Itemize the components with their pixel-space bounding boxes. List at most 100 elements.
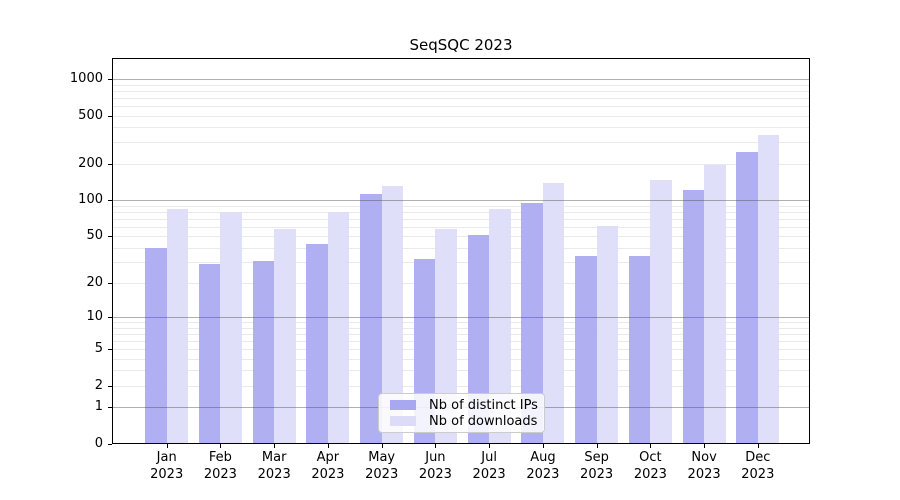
x-tick-mark <box>704 444 706 448</box>
x-tick-mark <box>274 444 276 448</box>
plot-area <box>112 58 810 444</box>
legend-swatch-downloads-icon <box>390 416 416 426</box>
bar-distinct-ips <box>467 235 490 444</box>
y-axis-tick-label: 1000 <box>69 70 103 86</box>
bar-downloads <box>489 208 511 444</box>
minor-gridline <box>112 333 810 335</box>
x-tick-mark <box>757 444 759 448</box>
y-tick-mark <box>108 317 112 318</box>
x-axis-tick-label: Apr 2023 <box>311 450 345 482</box>
minor-gridline <box>112 105 810 107</box>
y-axis-tick-label: 200 <box>78 155 103 171</box>
x-tick-mark <box>489 444 491 448</box>
x-axis-tick-label: Aug 2023 <box>526 450 560 482</box>
bar-distinct-ips <box>145 247 167 444</box>
y-axis-tick-label: 0 <box>94 435 103 451</box>
bar-downloads <box>757 135 780 444</box>
legend-label: Nb of downloads <box>429 413 538 429</box>
x-axis-tick-label: Dec 2023 <box>741 450 775 482</box>
y-tick-mark <box>108 200 112 201</box>
chart-title: SeqSQC 2023 <box>409 36 513 54</box>
minor-gridline <box>112 358 810 360</box>
bar-downloads <box>435 229 457 444</box>
minor-gridline <box>112 115 810 117</box>
x-axis-tick-label: Jul 2023 <box>472 450 506 482</box>
y-tick-mark <box>108 78 112 80</box>
y-axis-tick-label: 5 <box>94 341 103 356</box>
x-tick-mark <box>542 444 544 448</box>
minor-gridline <box>112 322 810 323</box>
bar-distinct-ips <box>736 151 758 444</box>
bar-downloads <box>166 208 189 444</box>
minor-gridline <box>112 236 810 237</box>
major-gridline <box>112 317 810 318</box>
y-axis-tick-label: 2 <box>94 377 103 393</box>
minor-gridline <box>112 327 810 329</box>
y-tick-mark <box>108 349 112 350</box>
y-tick-mark <box>108 236 112 237</box>
bar-downloads <box>381 185 404 444</box>
x-axis-tick-label: Feb 2023 <box>203 450 237 482</box>
x-axis-tick-label: Jun 2023 <box>418 450 452 482</box>
y-tick-mark <box>108 406 112 408</box>
minor-gridline <box>112 349 810 350</box>
y-tick-mark <box>108 443 112 445</box>
bar-distinct-ips <box>198 264 221 444</box>
bar-distinct-ips <box>252 260 275 444</box>
bar-downloads <box>220 211 242 444</box>
y-tick-mark <box>108 385 112 387</box>
minor-gridline <box>112 226 810 228</box>
legend-item-downloads: Nb of downloads <box>386 414 537 429</box>
minor-gridline <box>112 211 810 213</box>
x-tick-mark <box>650 444 652 448</box>
bar-downloads <box>596 225 619 444</box>
legend-label: Nb of distinct IPs <box>429 397 538 413</box>
bar-distinct-ips <box>360 194 382 444</box>
bar-downloads <box>542 182 565 444</box>
x-axis-tick-label: Mar 2023 <box>257 450 291 482</box>
major-gridline <box>112 200 810 201</box>
x-axis-tick-label: Sep 2023 <box>580 450 614 482</box>
minor-gridline <box>112 127 810 129</box>
minor-gridline <box>112 247 810 249</box>
minor-gridline <box>112 218 810 220</box>
y-tick-mark <box>108 115 112 117</box>
major-gridline <box>112 78 810 80</box>
bar-distinct-ips <box>682 190 705 444</box>
minor-gridline <box>112 90 810 92</box>
minor-gridline <box>112 163 810 165</box>
y-axis-tick-label: 500 <box>78 107 103 123</box>
minor-gridline <box>112 205 810 207</box>
legend-item-distinct-ips: Nb of distinct IPs <box>386 397 538 413</box>
y-axis-tick-label: 10 <box>86 309 103 324</box>
y-axis-tick-label: 100 <box>78 192 103 207</box>
y-axis-tick-label: 20 <box>86 274 103 290</box>
minor-gridline <box>112 262 810 264</box>
legend-swatch-distinct-ips-icon <box>390 400 416 410</box>
bar-distinct-ips <box>521 203 543 444</box>
bar-distinct-ips <box>575 255 597 444</box>
y-axis-tick-label: 1 <box>94 398 103 414</box>
x-axis-tick-label: Nov 2023 <box>687 450 721 482</box>
y-tick-mark <box>108 163 112 165</box>
legend: Nb of distinct IPs Nb of downloads <box>378 393 545 433</box>
minor-gridline <box>112 340 810 342</box>
y-axis-tick-label: 50 <box>86 228 103 243</box>
minor-gridline <box>112 282 810 284</box>
bar-downloads <box>650 180 672 444</box>
bar-distinct-ips <box>306 243 328 444</box>
x-tick-mark <box>596 444 598 448</box>
minor-gridline <box>112 385 810 387</box>
bar-distinct-ips <box>628 255 651 444</box>
bar-downloads <box>327 211 350 444</box>
minor-gridline <box>112 84 810 86</box>
x-axis-tick-label: May 2023 <box>365 450 399 482</box>
x-tick-mark <box>220 444 222 448</box>
bar-downloads <box>274 229 296 444</box>
x-tick-mark <box>381 444 383 448</box>
x-axis-tick-label: Jan 2023 <box>150 450 184 482</box>
x-tick-mark <box>435 444 437 448</box>
y-tick-mark <box>108 282 112 284</box>
minor-gridline <box>112 370 810 372</box>
